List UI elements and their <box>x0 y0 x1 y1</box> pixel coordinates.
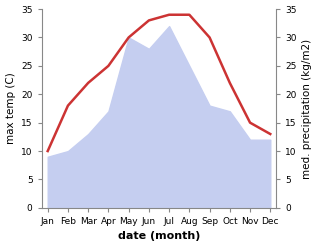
Y-axis label: max temp (C): max temp (C) <box>5 73 16 144</box>
X-axis label: date (month): date (month) <box>118 231 200 242</box>
Y-axis label: med. precipitation (kg/m2): med. precipitation (kg/m2) <box>302 38 313 179</box>
